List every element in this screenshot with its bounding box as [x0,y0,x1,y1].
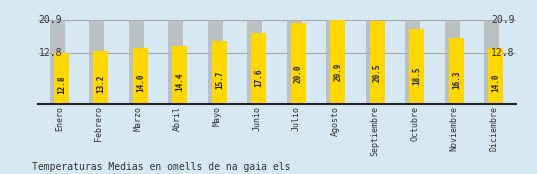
Bar [330,20,345,104]
Text: 20.9: 20.9 [333,63,342,81]
Bar [168,20,183,104]
Bar [93,51,108,104]
Bar [50,20,65,104]
Bar [89,20,104,104]
Bar [54,53,69,104]
Text: 20.9: 20.9 [38,15,62,25]
Bar [370,21,385,104]
Bar [129,20,144,104]
Text: 13.2: 13.2 [96,75,105,93]
Bar [208,20,223,104]
Text: 12.8: 12.8 [38,48,62,58]
Bar [449,38,464,104]
Text: 12.8: 12.8 [491,48,515,58]
Bar [409,29,424,104]
Text: 18.5: 18.5 [412,67,421,85]
Text: 14.0: 14.0 [136,74,145,92]
Bar [405,20,420,104]
Bar [366,20,381,104]
Bar [326,20,342,104]
Bar [291,23,306,104]
Bar [484,20,499,104]
Bar [445,20,460,104]
Text: 14.0: 14.0 [491,74,500,92]
Text: 17.6: 17.6 [255,68,263,86]
Text: 20.9: 20.9 [491,15,515,25]
Bar [488,48,503,104]
Bar [212,41,227,104]
Bar [172,46,187,104]
Bar [287,20,302,104]
Bar [251,33,266,104]
Text: Temperaturas Medias en omells de na gaia els: Temperaturas Medias en omells de na gaia… [32,162,291,172]
Text: 20.5: 20.5 [373,64,382,82]
Text: 15.7: 15.7 [215,71,224,89]
Text: 14.4: 14.4 [175,73,184,92]
Bar [248,20,263,104]
Text: 12.8: 12.8 [57,76,66,94]
Text: 16.3: 16.3 [452,70,461,89]
Bar [133,48,148,104]
Text: 20.0: 20.0 [294,64,303,83]
